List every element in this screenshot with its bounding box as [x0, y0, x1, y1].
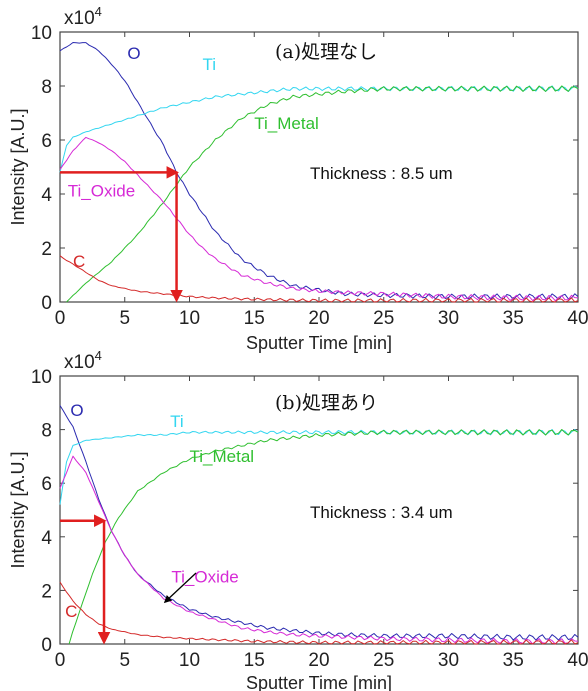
y-axis-label: Intensity [A.U.]: [8, 451, 28, 568]
y-tick-label: 2: [41, 239, 52, 260]
y-multiplier-label: x104: [64, 348, 102, 373]
y-tick-label: 10: [31, 23, 52, 44]
y-axis-label: Intensity [A.U.]: [8, 108, 28, 225]
x-tick-label: 10: [179, 650, 200, 671]
y-tick-label: 4: [41, 528, 52, 549]
series-line-c: [59, 581, 579, 645]
series-label-ti-metal: Ti_Metal: [254, 114, 319, 133]
series-label-ti-metal: Ti_Metal: [190, 447, 255, 466]
x-tick-label: 40: [567, 650, 588, 671]
series-line-c: [59, 255, 579, 303]
y-multiplier-label: x104: [64, 4, 102, 29]
chart-panel-a: O Ti Ti_Metal Ti_Oxide C 0 5 10 15 20 25 30 35 40 0 2 4…: [8, 4, 588, 353]
x-tick-label: 10: [179, 308, 200, 329]
axis-ticks-a: [59, 31, 579, 303]
series-label-c: C: [65, 602, 77, 621]
x-tick-label: 5: [119, 308, 130, 329]
x-tick-label: 15: [244, 650, 265, 671]
chart-panel-b: O Ti Ti_Metal Ti_Oxide C 0 5 10 15 20 25 30 35 40 0 2 4…: [8, 348, 588, 691]
x-tick-label: 0: [55, 650, 66, 671]
y-tick-label: 2: [41, 581, 52, 602]
series-label-c: C: [73, 252, 85, 271]
x-axis-label: Sputter Time [min]: [246, 673, 392, 691]
x-tick-label: 35: [503, 308, 524, 329]
x-tick-label: 25: [373, 650, 394, 671]
series-label-ti: Ti: [170, 412, 184, 431]
series-label-ti: Ti: [202, 55, 216, 74]
y-tick-label: 8: [41, 421, 52, 442]
thickness-annotation: Thickness : 3.4 um: [310, 503, 453, 522]
series-line-ti-metal: [66, 85, 579, 303]
x-tick-label: 40: [567, 308, 588, 329]
y-tick-label: 6: [41, 131, 52, 152]
series-label-ti-oxide: Ti_Oxide: [171, 567, 238, 586]
x-tick-label: 0: [55, 308, 66, 329]
plot-area-frame: [59, 375, 579, 645]
x-tick-label: 15: [244, 308, 265, 329]
y-tick-label: 8: [41, 77, 52, 98]
series-labels-b: O Ti Ti_Metal Ti_Oxide C: [65, 401, 254, 621]
series-label-o: O: [127, 44, 140, 63]
x-tick-label: 20: [308, 650, 329, 671]
x-tick-label: 20: [308, 308, 329, 329]
series-label-o: O: [70, 401, 83, 420]
chart-title: (a)処理なし: [275, 41, 377, 63]
x-tick-label: 5: [119, 650, 130, 671]
x-axis-label: Sputter Time [min]: [246, 333, 392, 353]
series-line-ti-metal: [68, 429, 579, 645]
tick-labels-a: 0 5 10 15 20 25 30 35 40 0 2 4 6 8 10: [31, 23, 588, 329]
series-line-ti-oxide: [59, 455, 579, 645]
y-tick-label: 4: [41, 185, 52, 206]
thickness-marker-b: [60, 514, 111, 645]
chart-title: (b)処理あり: [275, 392, 378, 414]
thickness-annotation: Thickness : 8.5 um: [310, 164, 453, 183]
ti-oxide-pointer-arrow: [163, 572, 197, 604]
tick-labels-b: 0 5 10 15 20 25 30 35 40 0 2 4 6 8 10: [31, 367, 588, 671]
series-lines-a: [59, 42, 579, 303]
y-tick-label: 10: [31, 367, 52, 388]
x-tick-label: 30: [438, 650, 459, 671]
series-line-ti-oxide: [59, 136, 579, 302]
series-labels-a: O Ti Ti_Metal Ti_Oxide C: [68, 44, 319, 271]
x-tick-label: 30: [438, 308, 459, 329]
series-line-o: [59, 42, 579, 300]
y-tick-label: 6: [41, 474, 52, 495]
y-tick-label: 0: [41, 293, 52, 314]
x-tick-label: 35: [503, 650, 524, 671]
series-label-ti-oxide: Ti_Oxide: [68, 182, 135, 201]
plot-area-frame: [59, 31, 579, 303]
y-tick-label: 0: [41, 635, 52, 656]
x-tick-label: 25: [373, 308, 394, 329]
thickness-marker-a: [60, 166, 183, 303]
series-lines-b: [59, 405, 579, 645]
